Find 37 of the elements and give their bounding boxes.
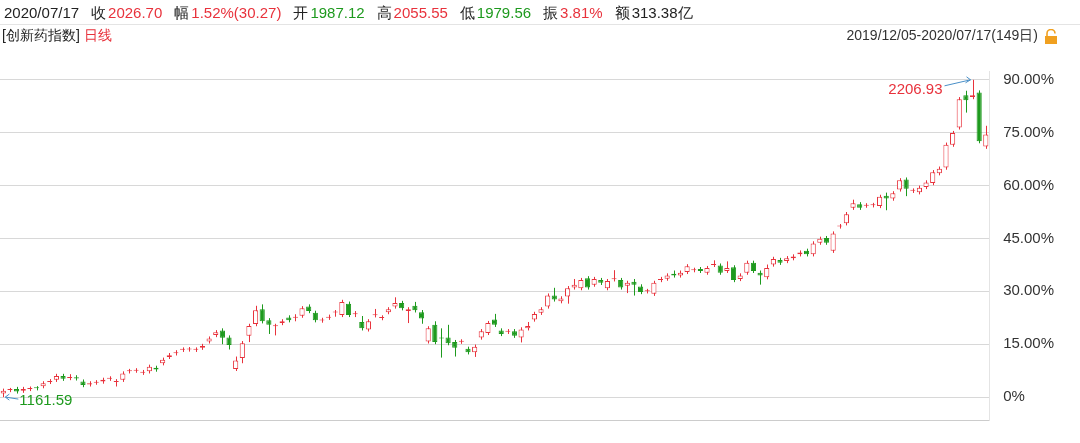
text: 高 bbox=[376, 4, 392, 21]
y-tick-label: 45.00% bbox=[1003, 228, 1054, 246]
chart-title: [创新药指数] bbox=[2, 27, 80, 43]
annotation: 2206.93 bbox=[888, 79, 943, 97]
candlestick bbox=[983, 125, 989, 150]
candlestick bbox=[903, 176, 909, 197]
text: 开 bbox=[293, 4, 309, 21]
text: 收 bbox=[91, 4, 107, 21]
text: 1.52%(30.27) bbox=[191, 4, 282, 21]
candlestick bbox=[432, 320, 438, 345]
y-tick-label: 90.00% bbox=[1003, 69, 1054, 87]
y-tick-label: 15.00% bbox=[1003, 334, 1054, 352]
text: 3.81% bbox=[560, 4, 603, 21]
text: 2026.70 bbox=[108, 4, 163, 21]
y-tick-label: 60.00% bbox=[1003, 175, 1054, 193]
candlestick bbox=[252, 305, 259, 327]
text: 313.38亿 bbox=[631, 4, 693, 21]
candlestick bbox=[246, 323, 252, 343]
y-tick-label: 0% bbox=[1003, 387, 1025, 405]
candlestick bbox=[963, 90, 969, 114]
candlestick bbox=[259, 303, 265, 324]
y-tick-label: 30.00% bbox=[1003, 281, 1054, 299]
text: 额 bbox=[614, 4, 630, 21]
text: 1979.56 bbox=[476, 4, 532, 21]
text: 低 bbox=[459, 4, 475, 21]
text: 2019/12/05-2020/07/17(149日) bbox=[846, 27, 1038, 45]
text: 1987.12 bbox=[310, 4, 365, 21]
candlestick bbox=[830, 230, 836, 254]
chart-subtitle: 日线 bbox=[83, 27, 112, 43]
text: 2020/07/17 bbox=[4, 4, 80, 21]
annotation: 1161.59 bbox=[19, 391, 73, 409]
text: 振 bbox=[543, 4, 559, 21]
text: 2055.55 bbox=[393, 4, 448, 21]
candlestick bbox=[239, 340, 245, 364]
y-tick-label: 75.00% bbox=[1003, 122, 1054, 140]
candlestick bbox=[943, 142, 949, 171]
text: 幅 bbox=[174, 4, 190, 21]
